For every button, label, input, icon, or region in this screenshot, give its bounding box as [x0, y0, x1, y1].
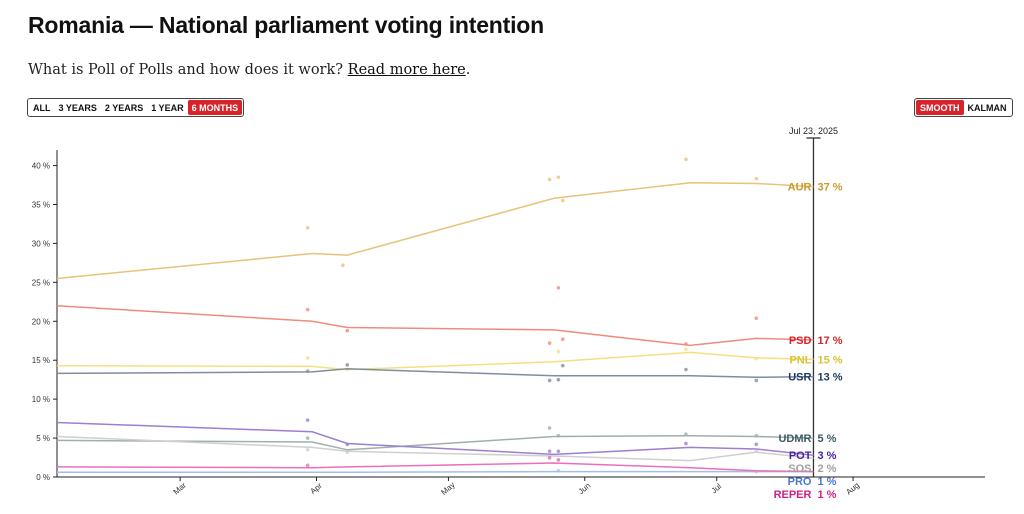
series-line-aur [56, 181, 814, 280]
range-option-2-years[interactable]: 2 YEARS [104, 103, 144, 113]
series-label-aur: AUR [788, 182, 812, 194]
series-line-pot [56, 421, 814, 456]
poll-point-usr [547, 378, 552, 383]
poll-point-usr [684, 367, 688, 372]
y-tick-label: 15 % [32, 356, 50, 365]
poll-point-usr [345, 363, 350, 367]
page-title: Romania — National parliament voting int… [28, 12, 545, 38]
x-tick-label: Jun [577, 481, 593, 496]
series-label-reper: REPER [774, 489, 812, 501]
range-option-1-year[interactable]: 1 YEAR [151, 103, 184, 113]
poll-point-aur [560, 198, 565, 203]
x-tick-label: Mar [172, 481, 189, 497]
poll-point-sos [305, 447, 310, 452]
series-value-aur: 37 % [817, 182, 842, 194]
poll-point-reper [305, 463, 310, 468]
poll-point-psd [547, 341, 552, 345]
series-value-usr: 13 % [817, 372, 842, 384]
series-value-udmr: 5 % [817, 433, 836, 445]
series-line-usr [56, 368, 814, 379]
y-tick-label: 5 % [36, 434, 50, 443]
series-value-reper: 1 % [817, 489, 836, 501]
poll-point-pnl [305, 356, 310, 360]
range-option-3-years[interactable]: 3 YEARS [58, 103, 97, 113]
mode-option-smooth[interactable]: SMOOTH [916, 100, 964, 115]
poll-point-psd [556, 286, 561, 290]
range-option-6-months[interactable]: 6 MONTHS [187, 100, 243, 115]
series-value-pot: 3 % [817, 450, 836, 462]
poll-point-aur [341, 263, 345, 268]
poll-point-pot [305, 418, 310, 422]
poll-point-psd [305, 307, 310, 312]
poll-point-usr [754, 378, 759, 383]
y-tick-label: 25 % [32, 278, 50, 287]
series-value-psd: 17 % [817, 335, 842, 347]
subtitle-end: . [465, 62, 471, 78]
poll-point-pot [754, 442, 759, 447]
time-range-selector: ALL 3 YEARS 2 YEARS 1 YEAR 6 MONTHS [27, 98, 245, 117]
poll-point-reper [556, 458, 561, 462]
series-label-usr: USR [788, 372, 811, 384]
range-option-all[interactable]: ALL [33, 103, 51, 113]
x-tick-label: Aug [844, 481, 861, 497]
x-tick-label: May [439, 480, 456, 497]
poll-point-pot [684, 441, 688, 446]
poll-point-psd [560, 337, 565, 341]
series-line-sos [56, 435, 814, 462]
x-tick-label: Jul [710, 482, 724, 496]
poll-point-aur [754, 177, 759, 181]
y-tick-label: 0 % [36, 473, 50, 482]
smoothing-mode-selector: SMOOTH KALMAN [914, 98, 1013, 117]
series-label-pot: POT [789, 450, 812, 462]
poll-point-aur [547, 177, 552, 182]
poll-point-aur [684, 157, 688, 162]
series-line-reper [56, 462, 814, 473]
poll-point-pnl [556, 349, 561, 354]
x-tick-label: Apr [309, 481, 325, 496]
series-label-pnl: PNL [789, 354, 811, 366]
poll-point-psd [345, 328, 350, 333]
poll-point-pot [547, 449, 552, 454]
series-value-pnl: 15 % [817, 354, 842, 366]
poll-point-usr [560, 363, 565, 368]
poll-point-pot [556, 449, 561, 454]
y-tick-label: 20 % [32, 317, 50, 326]
poll-point-reper [547, 455, 552, 460]
series-label-psd: PSD [789, 335, 812, 347]
poll-point-udmr [547, 426, 552, 430]
poll-point-pnl [684, 347, 688, 352]
y-tick-label: 40 % [32, 162, 50, 171]
poll-point-aur [305, 226, 310, 230]
poll-point-psd [754, 316, 759, 320]
mode-option-kalman[interactable]: KALMAN [967, 103, 1007, 113]
y-tick-label: 30 % [32, 239, 50, 248]
y-tick-label: 35 % [32, 201, 50, 210]
series-label-sos: SOS [788, 463, 811, 475]
read-more-link[interactable]: Read more here [347, 62, 466, 78]
series-line-pnl [56, 351, 814, 371]
series-line-pro [57, 470, 814, 474]
page-subtitle: What is Poll of Polls and how does it wo… [28, 62, 470, 78]
current-date-label: Jul 23, 2025 [789, 126, 838, 136]
series-value-sos: 2 % [817, 463, 836, 475]
series-line-psd [56, 304, 814, 347]
poll-point-aur [556, 175, 561, 180]
poll-point-usr [556, 377, 561, 382]
series-label-pro: PRO [788, 476, 812, 488]
series-label-udmr: UDMR [778, 433, 811, 445]
series-value-pro: 1 % [817, 476, 836, 488]
subtitle-text: What is Poll of Polls and how does it wo… [28, 62, 344, 78]
y-tick-label: 10 % [32, 395, 50, 404]
series-line-udmr [56, 434, 814, 451]
poll-point-udmr [305, 436, 310, 440]
